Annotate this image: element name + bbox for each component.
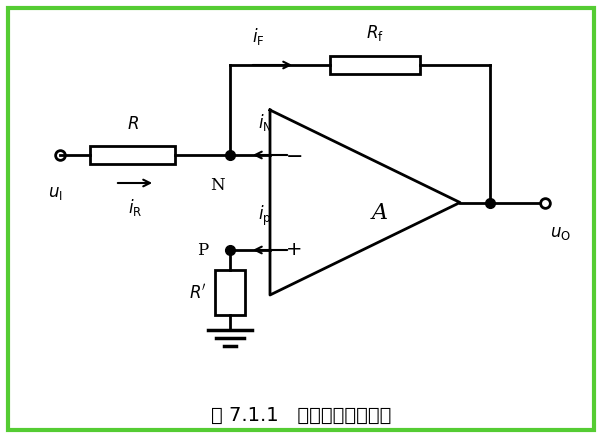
FancyBboxPatch shape [8, 8, 594, 430]
Text: $i_{\rm p}$: $i_{\rm p}$ [258, 204, 272, 228]
Text: $-$: $-$ [285, 145, 302, 165]
Bar [90, 146, 175, 164]
Text: $u_{\rm I}$: $u_{\rm I}$ [48, 185, 63, 202]
Text: N: N [210, 177, 225, 194]
Bar [215, 270, 245, 315]
Text: $R'$: $R'$ [189, 283, 207, 302]
Text: P: P [197, 242, 208, 259]
Text: $R_{\rm f}$: $R_{\rm f}$ [366, 23, 384, 43]
Text: $+$: $+$ [285, 241, 302, 259]
Bar [330, 56, 420, 74]
Text: $u_{\rm O}$: $u_{\rm O}$ [550, 224, 571, 242]
Text: $i_{\rm F}$: $i_{\rm F}$ [252, 26, 264, 47]
Text: $R$: $R$ [126, 116, 138, 133]
Text: $i_{\rm N}$: $i_{\rm N}$ [258, 112, 272, 133]
Text: A: A [372, 202, 388, 224]
Text: 图 7.1.1   反相比例运算电路: 图 7.1.1 反相比例运算电路 [211, 406, 391, 425]
Text: $i_{\rm R}$: $i_{\rm R}$ [128, 197, 142, 218]
